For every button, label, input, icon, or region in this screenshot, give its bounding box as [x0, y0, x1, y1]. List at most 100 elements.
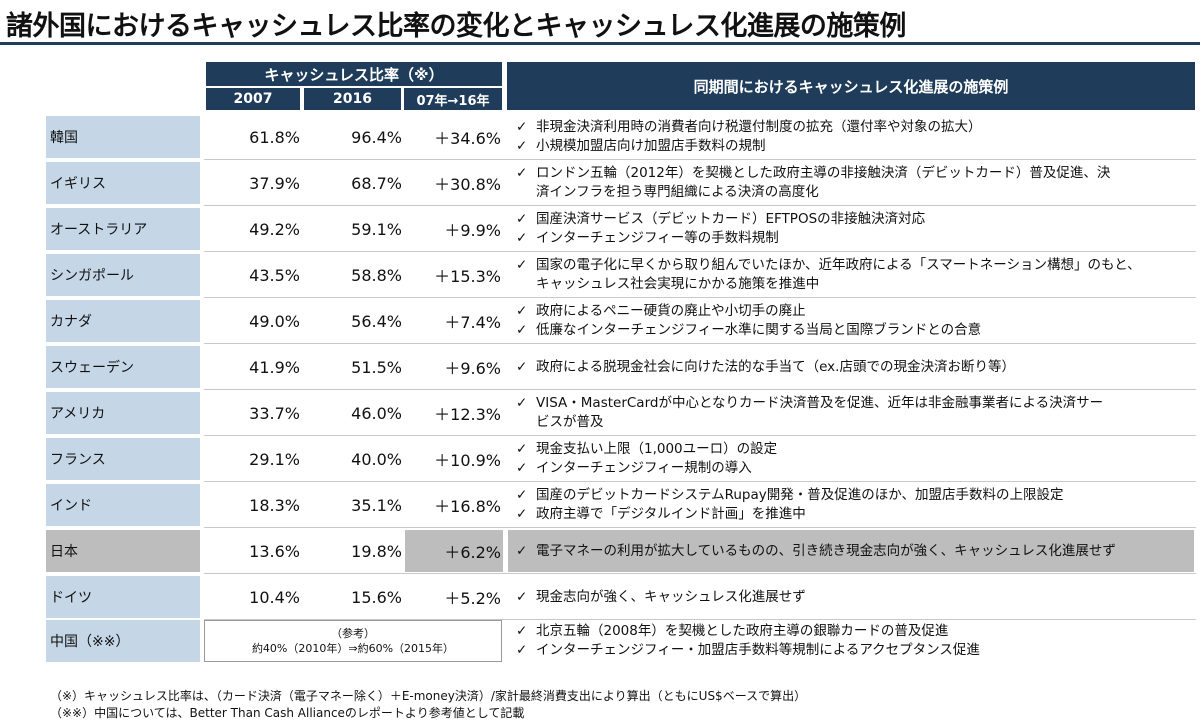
measure-item: ✓ VISA・MasterCardが中心となりカード決済普及を促進、近年は非金融事… [516, 394, 1194, 413]
measure-text: インターチェンジフィー等の手数料規制 [536, 230, 779, 246]
footnote-1: （※）キャッシュレス比率は、（カード決済（電子マネー除く）＋E-money決済）… [50, 689, 807, 703]
measure-item: ✓ 政府主導で「デジタルインド計画」を推進中 [516, 505, 1194, 524]
measure-item: ✓ 電子マネーの利用が拡大しているものの、引き続き現金志向が強く、キャッシュレス化… [516, 542, 1194, 561]
ratio-2016: 35.1% [351, 495, 402, 515]
row-divider [204, 619, 1196, 620]
measures-cell: ✓ ロンドン五輪（2012年）を契機とした政府主導の非接触決済（デビットカード）普… [508, 162, 1194, 204]
header-year-2007: 2007 [206, 88, 300, 110]
ratio-2007: 18.3% [249, 495, 300, 515]
measure-item: ✓ 北京五輪（2008年）を契機とした政府主導の銀聯カードの普及促進 [516, 622, 1194, 641]
measure-text-continued: 済インフラを担う専門組織による決済の高度化 [536, 184, 819, 200]
ratio-change: ＋9.6% [444, 359, 501, 378]
measure-text: 政府による脱現金社会に向けた法的な手当て（ex.店頭での現金決済お断り等） [536, 358, 1015, 375]
check-icon: ✓ [516, 138, 528, 154]
measure-text: 国家の電子化に早くから取り組んでいたほか、近年政府による「スマートネーション構想… [536, 257, 1141, 273]
ratio-2016: 58.8% [351, 265, 402, 285]
ratio-change: ＋9.9% [444, 221, 501, 240]
title-area: 諸外国におけるキャッシュレス比率の変化とキャッシュレス化進展の施策例 [0, 0, 1200, 48]
ratio-change: ＋30.8% [434, 175, 501, 194]
measure-text-continued: ビスが普及 [536, 414, 604, 430]
measure-text: 政府によるペニー硬貨の廃止や小切手の廃止 [536, 303, 806, 319]
check-icon: ✓ [516, 165, 528, 181]
table-row-china: 中国（※※） （参考） 約40%（2010年）⇒約60%（2015年） ✓ 北京五… [0, 620, 1200, 664]
measures-cell: ✓ 電子マネーの利用が拡大しているものの、引き続き現金志向が強く、キャッシュレス化… [508, 530, 1194, 572]
ratio-2007: 49.2% [249, 219, 300, 239]
ratio-change: ＋15.3% [434, 267, 501, 286]
measure-item: ✓ 現金志向が強く、キャッシュレス化進展せず [516, 588, 1194, 607]
measure-text: 低廉なインターチェンジフィー水準に関する当局と国際ブランドとの合意 [536, 322, 982, 338]
check-icon: ✓ [516, 119, 528, 135]
table-row: 韓国 61.8% 96.4% ＋34.6% ✓ 非現金決済利用時の消費者向け税還付制度の拡… [0, 116, 1200, 160]
check-icon: ✓ [516, 588, 528, 605]
table-row: シンガポール 43.5% 58.8% ＋15.3% ✓ 国家の電子化に早くから取り組んでい… [0, 254, 1200, 298]
measure-text: インターチェンジフィー・加盟店手数料等規制によるアクセプタンス促進 [536, 642, 980, 658]
table-row: スウェーデン 41.9% 51.5% ＋9.6% ✓ 政府による脱現金社会に向けた法的な手… [0, 346, 1200, 390]
measure-item: ✓ 小規模加盟店向け加盟店手数料の規制 [516, 137, 1194, 156]
measure-text: 国産決済サービス（デビットカード）EFTPOSの非接触決済対応 [536, 211, 926, 227]
check-icon: ✓ [516, 642, 528, 658]
measure-item: ✓ 低廉なインターチェンジフィー水準に関する当局と国際ブランドとの合意 [516, 321, 1194, 340]
measure-text: 現金志向が強く、キャッシュレス化進展せず [536, 588, 806, 605]
table-row: インド 18.3% 35.1% ＋16.8% ✓ 国産のデビットカードシステムRupay開… [0, 484, 1200, 528]
ratio-2016: 96.4% [351, 127, 402, 147]
ratio-2007: 41.9% [249, 357, 300, 377]
measure-text: 非現金決済利用時の消費者向け税還付制度の拡充（還付率や対象の拡大） [536, 119, 982, 135]
ratio-2007: 13.6% [249, 541, 300, 561]
ratio-2016: 56.4% [351, 311, 402, 331]
measures-cell: ✓ VISA・MasterCardが中心となりカード決済普及を促進、近年は非金融事… [508, 392, 1194, 434]
country-cell: スウェーデン [46, 346, 200, 388]
check-icon: ✓ [516, 506, 528, 522]
country-cell: シンガポール [46, 254, 200, 296]
row-divider [204, 343, 1196, 344]
row-divider [204, 573, 1196, 574]
country-cell: 韓国 [46, 116, 200, 158]
ratio-2007: 43.5% [249, 265, 300, 285]
ratio-change: ＋10.9% [434, 451, 501, 470]
check-icon: ✓ [516, 322, 528, 338]
measure-item: ✓ ロンドン五輪（2012年）を契機とした政府主導の非接触決済（デビットカード）普… [516, 164, 1194, 183]
measure-item: ✓ インターチェンジフィー規制の導入 [516, 459, 1194, 478]
ratio-2016: 15.6% [351, 587, 402, 607]
header-measures: 同期間におけるキャッシュレス化進展の施策例 [507, 62, 1195, 110]
measure-text: 政府主導で「デジタルインド計画」を推進中 [536, 506, 806, 522]
table-row: イギリス 37.9% 68.7% ＋30.8% ✓ ロンドン五輪（2012年）を契機とした… [0, 162, 1200, 206]
row-divider [204, 251, 1196, 252]
measures-cell: ✓ 政府による脱現金社会に向けた法的な手当て（ex.店頭での現金決済お断り等） [508, 346, 1194, 388]
country-cell: ドイツ [46, 576, 200, 618]
table-row: フランス 29.1% 40.0% ＋10.9% ✓ 現金支払い上限（1,000ユーロ）の設… [0, 438, 1200, 482]
ratio-2007: 61.8% [249, 127, 300, 147]
ratio-change: ＋6.2% [405, 530, 503, 572]
country-cell: イギリス [46, 162, 200, 204]
measures-cell: ✓ 政府によるペニー硬貨の廃止や小切手の廃止 ✓ 低廉なインターチェンジフィー水準に関… [508, 300, 1194, 342]
country-cell: カナダ [46, 300, 200, 342]
ratio-2016: 51.5% [351, 357, 402, 377]
check-icon: ✓ [516, 542, 528, 559]
measure-text: 北京五輪（2008年）を契機とした政府主導の銀聯カードの普及促進 [536, 623, 949, 639]
ratio-2007: 37.9% [249, 173, 300, 193]
ratio-2016: 59.1% [351, 219, 402, 239]
check-icon: ✓ [516, 623, 528, 639]
measure-text: 現金支払い上限（1,000ユーロ）の設定 [536, 441, 778, 457]
measure-item: ✓ 政府による脱現金社会に向けた法的な手当て（ex.店頭での現金決済お断り等） [516, 358, 1194, 377]
measure-item: ✓ 現金支払い上限（1,000ユーロ）の設定 [516, 440, 1194, 459]
ratio-change: ＋34.6% [434, 129, 501, 148]
ratio-2016: 19.8% [351, 541, 402, 561]
ratio-2007: 49.0% [249, 311, 300, 331]
check-icon: ✓ [516, 441, 528, 457]
measure-item: ✓ 国産のデビットカードシステムRupay開発・普及促進のほか、加盟店手数料の上限… [516, 486, 1194, 505]
row-divider [204, 481, 1196, 482]
check-icon: ✓ [516, 395, 528, 411]
footnotes: （※）キャッシュレス比率は、（カード決済（電子マネー除く）＋E-money決済）… [50, 688, 806, 722]
measure-item: ✓ 国産決済サービス（デビットカード）EFTPOSの非接触決済対応 [516, 210, 1194, 229]
ratio-2016: 68.7% [351, 173, 402, 193]
ratio-2007: 10.4% [249, 587, 300, 607]
measure-text: インターチェンジフィー規制の導入 [536, 460, 752, 476]
table-row: カナダ 49.0% 56.4% ＋7.4% ✓ 政府によるペニー硬貨の廃止や小切手の廃止 ✓… [0, 300, 1200, 344]
measure-text-continued: キャッシュレス社会実現にかかる施策を推進中 [536, 276, 820, 292]
country-cell: アメリカ [46, 392, 200, 434]
ratio-2016: 46.0% [351, 403, 402, 423]
measure-text: 小規模加盟店向け加盟店手数料の規制 [536, 138, 766, 154]
measures-cell: ✓ 北京五輪（2008年）を契機とした政府主導の銀聯カードの普及促進 ✓ インターチ… [508, 620, 1194, 662]
measure-item: ✓ インターチェンジフィー・加盟店手数料等規制によるアクセプタンス促進 [516, 641, 1194, 660]
ratio-change: ＋7.4% [444, 313, 501, 332]
